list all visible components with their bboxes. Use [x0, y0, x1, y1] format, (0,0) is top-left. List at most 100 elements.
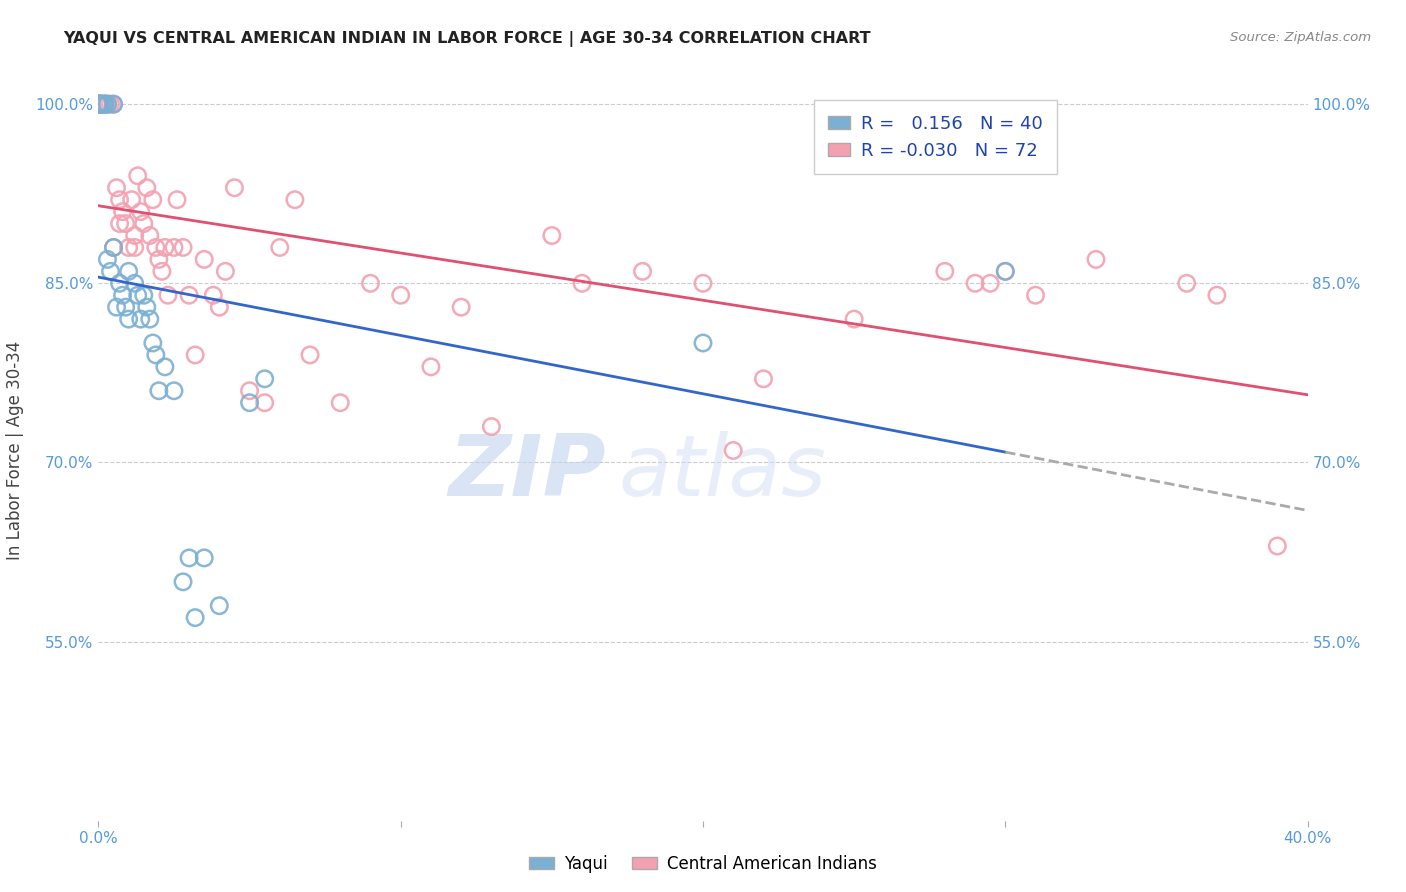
- Point: [103, 97, 125, 112]
- Point: [96, 97, 118, 112]
- Point: [994, 264, 1017, 278]
- Point: [179, 550, 201, 565]
- Point: [239, 384, 262, 398]
- Point: [132, 217, 155, 231]
- Point: [184, 610, 207, 624]
- Point: [571, 277, 593, 291]
- Point: [103, 240, 125, 254]
- Point: [253, 372, 276, 386]
- Point: [87, 97, 110, 112]
- Point: [142, 193, 165, 207]
- Point: [145, 348, 167, 362]
- Point: [184, 348, 207, 362]
- Point: [148, 252, 170, 267]
- Point: [156, 288, 179, 302]
- Point: [87, 97, 110, 112]
- Point: [87, 97, 110, 112]
- Point: [87, 97, 110, 112]
- Point: [118, 240, 141, 254]
- Point: [329, 395, 352, 409]
- Text: ZIP: ZIP: [449, 431, 606, 514]
- Point: [153, 240, 176, 254]
- Point: [1024, 288, 1046, 302]
- Point: [193, 252, 215, 267]
- Point: [105, 180, 128, 194]
- Point: [93, 97, 115, 112]
- Point: [124, 277, 146, 291]
- Point: [118, 312, 141, 326]
- Point: [1267, 539, 1289, 553]
- Point: [96, 97, 118, 112]
- Point: [965, 277, 987, 291]
- Legend: R =   0.156   N = 40, R = -0.030   N = 72: R = 0.156 N = 40, R = -0.030 N = 72: [814, 101, 1057, 174]
- Point: [100, 97, 122, 112]
- Point: [208, 300, 231, 314]
- Point: [692, 277, 714, 291]
- Point: [121, 193, 143, 207]
- Point: [269, 240, 291, 254]
- Point: [105, 300, 128, 314]
- Point: [124, 228, 146, 243]
- Point: [96, 252, 118, 267]
- Point: [96, 97, 118, 112]
- Point: [142, 336, 165, 351]
- Point: [450, 300, 472, 314]
- Point: [723, 443, 745, 458]
- Point: [87, 97, 110, 112]
- Point: [540, 228, 562, 243]
- Point: [118, 264, 141, 278]
- Point: [132, 288, 155, 302]
- Point: [202, 288, 225, 302]
- Point: [284, 193, 307, 207]
- Point: [129, 204, 152, 219]
- Point: [420, 359, 443, 374]
- Point: [108, 193, 131, 207]
- Point: [934, 264, 956, 278]
- Point: [224, 180, 246, 194]
- Y-axis label: In Labor Force | Age 30-34: In Labor Force | Age 30-34: [7, 341, 24, 560]
- Point: [87, 97, 110, 112]
- Point: [103, 97, 125, 112]
- Point: [193, 550, 215, 565]
- Legend: Yaqui, Central American Indians: Yaqui, Central American Indians: [522, 848, 884, 880]
- Point: [139, 312, 162, 326]
- Point: [93, 97, 115, 112]
- Point: [90, 97, 112, 112]
- Point: [145, 240, 167, 254]
- Point: [127, 169, 149, 183]
- Point: [166, 193, 188, 207]
- Point: [172, 574, 194, 589]
- Point: [631, 264, 654, 278]
- Point: [93, 97, 115, 112]
- Point: [124, 240, 146, 254]
- Point: [114, 217, 136, 231]
- Point: [103, 240, 125, 254]
- Point: [389, 288, 412, 302]
- Point: [150, 264, 173, 278]
- Text: Source: ZipAtlas.com: Source: ZipAtlas.com: [1230, 31, 1371, 45]
- Point: [179, 288, 201, 302]
- Point: [1175, 277, 1198, 291]
- Point: [1085, 252, 1108, 267]
- Point: [752, 372, 775, 386]
- Point: [163, 384, 186, 398]
- Point: [111, 204, 134, 219]
- Point: [127, 288, 149, 302]
- Point: [90, 97, 112, 112]
- Point: [135, 180, 157, 194]
- Point: [90, 97, 112, 112]
- Point: [114, 300, 136, 314]
- Point: [139, 228, 162, 243]
- Point: [87, 97, 110, 112]
- Point: [100, 264, 122, 278]
- Point: [90, 97, 112, 112]
- Point: [360, 277, 382, 291]
- Point: [148, 384, 170, 398]
- Point: [153, 359, 176, 374]
- Point: [87, 97, 110, 112]
- Point: [163, 240, 186, 254]
- Text: YAQUI VS CENTRAL AMERICAN INDIAN IN LABOR FORCE | AGE 30-34 CORRELATION CHART: YAQUI VS CENTRAL AMERICAN INDIAN IN LABO…: [63, 31, 870, 47]
- Point: [239, 395, 262, 409]
- Point: [214, 264, 236, 278]
- Point: [111, 288, 134, 302]
